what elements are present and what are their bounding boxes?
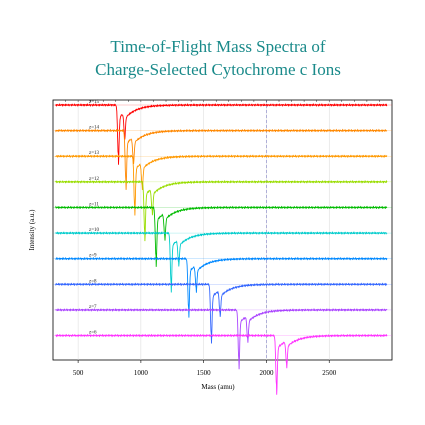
y-axis-label: Intensity (a.u.) <box>28 209 36 251</box>
spectrum-trace-z=15 <box>55 103 388 165</box>
spectrum-trace-z=14 <box>55 128 388 190</box>
trace-label-z=13: z=13 <box>89 151 100 156</box>
x-tick-label-500: 500 <box>73 369 84 377</box>
spectrum-trace-z=7 <box>55 307 388 370</box>
spectrum-trace-z=12 <box>55 179 388 242</box>
spectrum-trace-z=13 <box>55 154 388 216</box>
spectrum-trace-z=10 <box>55 231 388 293</box>
spectrum-trace-z=9 <box>55 256 388 318</box>
x-tick-label-2000: 2000 <box>259 369 274 377</box>
trace-label-z=6: z=6 <box>89 331 97 336</box>
chart-title-line-1: Time-of-Flight Mass Spectra of <box>110 37 326 56</box>
trace-label-z=10: z=10 <box>89 228 100 233</box>
spectrum-trace-z=8 <box>55 282 388 344</box>
trace-label-z=12: z=12 <box>89 177 100 182</box>
trace-label-z=14: z=14 <box>89 126 100 131</box>
trace-label-z=8: z=8 <box>89 279 97 284</box>
trace-label-z=9: z=9 <box>89 254 97 259</box>
chart-title-line-2: Charge-Selected Cytochrome c Ions <box>95 60 341 79</box>
spectrum-trace-z=11 <box>55 205 388 267</box>
x-axis-label: Mass (amu) <box>201 383 235 391</box>
x-tick-label-1000: 1000 <box>134 369 149 377</box>
trace-label-z=11: z=11 <box>89 202 99 207</box>
trace-label-z=7: z=7 <box>89 305 97 310</box>
x-tick-label-2500: 2500 <box>322 369 337 377</box>
spectrum-trace-z=6 <box>55 333 388 395</box>
x-tick-label-1500: 1500 <box>197 369 212 377</box>
trace-label-z=15: z=15 <box>89 100 100 105</box>
plot-frame <box>52 99 393 361</box>
